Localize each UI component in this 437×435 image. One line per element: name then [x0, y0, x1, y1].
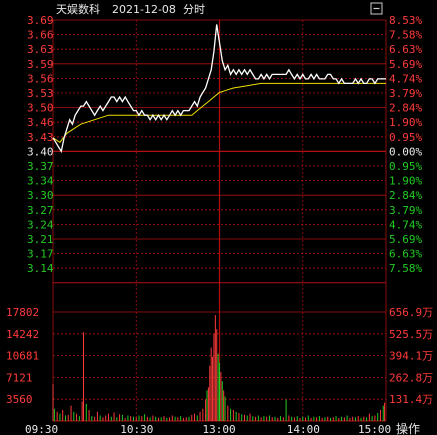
volume-unit-label: 525.5万: [389, 328, 433, 341]
time-tick-label: 14:00: [287, 423, 320, 435]
percent-tick-label: 5.69%: [389, 58, 422, 71]
price-tick-label: 3.43: [27, 131, 54, 144]
average-price-line: [52, 82, 386, 143]
price-tick-label: 3.24: [27, 218, 54, 231]
percent-tick-label: 2.84%: [389, 102, 422, 115]
price-tick-label: 3.30: [27, 189, 54, 202]
percent-tick-label: 7.58%: [389, 29, 422, 42]
price-tick-label: 3.63: [27, 43, 54, 56]
price-line: [52, 24, 386, 154]
volume-tick-label: 14242: [6, 328, 39, 341]
price-series: [52, 24, 386, 154]
price-tick-label: 3.59: [27, 58, 54, 71]
percent-tick-label: 0.95%: [389, 160, 422, 173]
volume-bars: [52, 315, 386, 421]
volume-tick-label: 7121: [6, 371, 33, 384]
percent-tick-label: 3.79%: [389, 87, 422, 100]
volume-unit-label: 394.1万: [389, 350, 433, 363]
price-tick-label: 3.14: [27, 262, 54, 275]
volume-unit-label: 131.4万: [389, 393, 433, 406]
price-tick-label: 3.50: [27, 102, 54, 115]
percent-tick-label: 2.84%: [389, 189, 422, 202]
percent-tick-label: 4.74%: [389, 72, 422, 85]
chart-date: 2021-12-08: [112, 3, 176, 16]
percent-tick-label: 4.74%: [389, 218, 422, 231]
chart-header: 天娱数科 2021-12-08 分时: [56, 2, 383, 16]
time-tick-label: 09:30: [25, 423, 58, 435]
percent-tick-label: 3.79%: [389, 204, 422, 217]
time-axis-labels: 09:30 10:30 13:00 14:00 15:00: [25, 423, 391, 435]
chart-mode: 分时: [183, 3, 205, 16]
percent-tick-label: 6.63%: [389, 43, 422, 56]
stock-name: 天娱数科: [56, 2, 100, 16]
percent-tick-label: 6.63%: [389, 248, 422, 261]
percent-tick-label: 1.90%: [389, 175, 422, 188]
grid-lines: [52, 19, 387, 422]
price-tick-label: 3.21: [27, 233, 54, 246]
price-tick-label: 3.17: [27, 248, 54, 261]
volume-tick-label: 10681: [6, 350, 39, 363]
price-tick-label: 3.27: [27, 204, 54, 217]
price-tick-label: 3.34: [27, 175, 54, 188]
price-tick-label: 3.69: [27, 14, 54, 27]
time-tick-label: 10:30: [120, 423, 153, 435]
time-tick-label: 13:00: [203, 423, 236, 435]
percent-tick-label: 0.95%: [389, 131, 422, 144]
price-tick-label: 3.37: [27, 160, 54, 173]
price-tick-label: 3.46: [27, 116, 54, 129]
volume-unit-label: 262.8万: [389, 371, 433, 384]
volume-tick-label: 17802: [6, 306, 39, 319]
price-tick-label: 3.53: [27, 87, 54, 100]
percent-tick-label: 8.53%: [389, 14, 422, 27]
percent-tick-label: 5.69%: [389, 233, 422, 246]
volume-unit-label: 656.9万: [389, 306, 433, 319]
volume-tick-label: 3560: [6, 393, 33, 406]
time-tick-label: 15:00: [358, 423, 391, 435]
price-tick-label: 3.40: [27, 145, 54, 158]
percent-axis-labels: 8.53%7.58%6.63%5.69%4.74%3.79%2.84%1.90%…: [389, 14, 433, 406]
action-button-label[interactable]: 操作: [396, 421, 420, 435]
price-tick-label: 3.66: [27, 29, 54, 42]
percent-tick-label: 0.00%: [389, 145, 422, 158]
action-button[interactable]: 操作: [391, 421, 426, 435]
price-tick-label: 3.56: [27, 72, 54, 85]
percent-tick-label: 7.58%: [389, 262, 422, 275]
minus-box-icon[interactable]: [370, 2, 383, 15]
average-price-series: [52, 82, 386, 143]
price-axis-labels: 3.69 3.663.63 3.593.56 3.53 3.503.46 3.433.40…: [6, 14, 54, 406]
percent-tick-label: 1.90%: [389, 116, 422, 129]
